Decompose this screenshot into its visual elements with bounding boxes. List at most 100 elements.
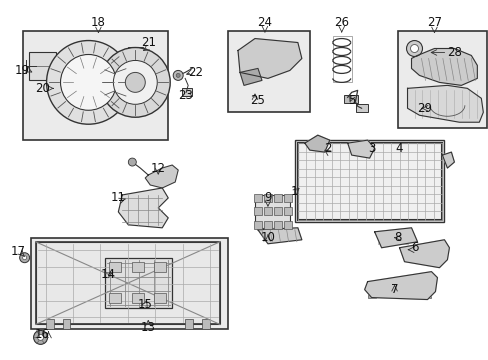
Bar xyxy=(294,140,444,222)
Bar xyxy=(264,207,271,215)
Bar xyxy=(273,194,281,202)
Text: 4: 4 xyxy=(395,141,403,155)
Bar xyxy=(62,319,70,329)
Text: 16: 16 xyxy=(35,328,50,341)
Text: 26: 26 xyxy=(333,16,348,29)
Bar xyxy=(227,31,309,112)
Bar xyxy=(154,293,166,302)
Text: 27: 27 xyxy=(426,16,441,29)
Text: 15: 15 xyxy=(138,298,152,311)
Text: 28: 28 xyxy=(446,46,461,59)
Text: 7: 7 xyxy=(390,283,398,296)
Bar xyxy=(31,238,227,329)
Bar xyxy=(284,207,291,215)
Polygon shape xyxy=(374,228,417,248)
Circle shape xyxy=(38,334,43,340)
Text: 21: 21 xyxy=(141,36,156,49)
Circle shape xyxy=(51,80,58,85)
Circle shape xyxy=(22,256,26,260)
Polygon shape xyxy=(407,85,482,122)
Circle shape xyxy=(46,41,130,124)
Bar xyxy=(109,262,121,272)
Polygon shape xyxy=(145,165,178,188)
Text: 19: 19 xyxy=(15,64,30,77)
Bar xyxy=(264,194,271,202)
Circle shape xyxy=(100,48,170,117)
Bar xyxy=(128,46,143,53)
Text: 22: 22 xyxy=(187,66,202,79)
Polygon shape xyxy=(364,272,437,300)
Bar xyxy=(202,319,210,329)
Circle shape xyxy=(173,71,183,80)
Circle shape xyxy=(406,41,422,57)
Circle shape xyxy=(128,158,136,166)
Bar xyxy=(247,53,267,62)
Bar xyxy=(254,195,289,228)
Polygon shape xyxy=(258,228,301,244)
Text: 1: 1 xyxy=(290,185,298,198)
Bar xyxy=(253,207,262,215)
Text: 2: 2 xyxy=(324,141,331,155)
Text: 9: 9 xyxy=(264,192,271,204)
Text: 23: 23 xyxy=(177,89,192,102)
Bar xyxy=(273,207,281,215)
Text: 29: 29 xyxy=(416,102,431,115)
Text: 10: 10 xyxy=(260,231,275,244)
Bar xyxy=(264,221,271,229)
Polygon shape xyxy=(238,39,301,78)
Text: 20: 20 xyxy=(35,82,50,95)
Bar xyxy=(29,53,56,80)
Text: 18: 18 xyxy=(91,16,105,29)
Circle shape xyxy=(34,330,47,345)
Bar xyxy=(253,221,262,229)
Circle shape xyxy=(61,54,116,110)
Bar xyxy=(423,285,430,298)
Bar xyxy=(45,319,53,329)
Bar xyxy=(332,36,351,82)
Text: 13: 13 xyxy=(141,321,155,334)
Bar xyxy=(182,88,192,96)
Bar xyxy=(343,95,357,103)
Text: 17: 17 xyxy=(11,245,26,258)
Bar xyxy=(22,31,168,140)
Bar xyxy=(36,242,220,324)
Circle shape xyxy=(410,45,418,53)
Bar xyxy=(154,262,166,272)
Bar xyxy=(297,143,442,220)
Bar xyxy=(105,258,172,307)
Polygon shape xyxy=(240,68,262,85)
Circle shape xyxy=(125,72,145,92)
Text: 6: 6 xyxy=(410,241,417,254)
Bar xyxy=(377,234,407,244)
Text: 25: 25 xyxy=(250,94,265,107)
Bar xyxy=(397,31,487,128)
Circle shape xyxy=(176,73,180,77)
Polygon shape xyxy=(304,135,329,152)
Bar xyxy=(297,143,442,220)
Bar xyxy=(185,319,193,329)
Bar xyxy=(367,285,375,298)
Text: 12: 12 xyxy=(150,162,165,175)
Polygon shape xyxy=(399,240,448,268)
Text: 24: 24 xyxy=(257,16,272,29)
Bar xyxy=(132,293,143,302)
Text: 11: 11 xyxy=(111,192,125,204)
Text: 14: 14 xyxy=(101,268,116,281)
Bar xyxy=(273,221,281,229)
Text: 3: 3 xyxy=(367,141,375,155)
Polygon shape xyxy=(118,188,168,228)
Bar xyxy=(284,221,291,229)
Bar xyxy=(253,194,262,202)
Polygon shape xyxy=(347,140,374,158)
Text: 5: 5 xyxy=(347,94,355,107)
Polygon shape xyxy=(442,152,453,168)
Text: 8: 8 xyxy=(393,231,401,244)
Circle shape xyxy=(20,253,30,263)
Bar xyxy=(355,104,367,112)
Bar xyxy=(36,242,220,324)
Bar xyxy=(132,262,143,272)
Circle shape xyxy=(113,60,157,104)
Bar xyxy=(284,194,291,202)
Bar xyxy=(109,293,121,302)
Polygon shape xyxy=(411,49,476,85)
